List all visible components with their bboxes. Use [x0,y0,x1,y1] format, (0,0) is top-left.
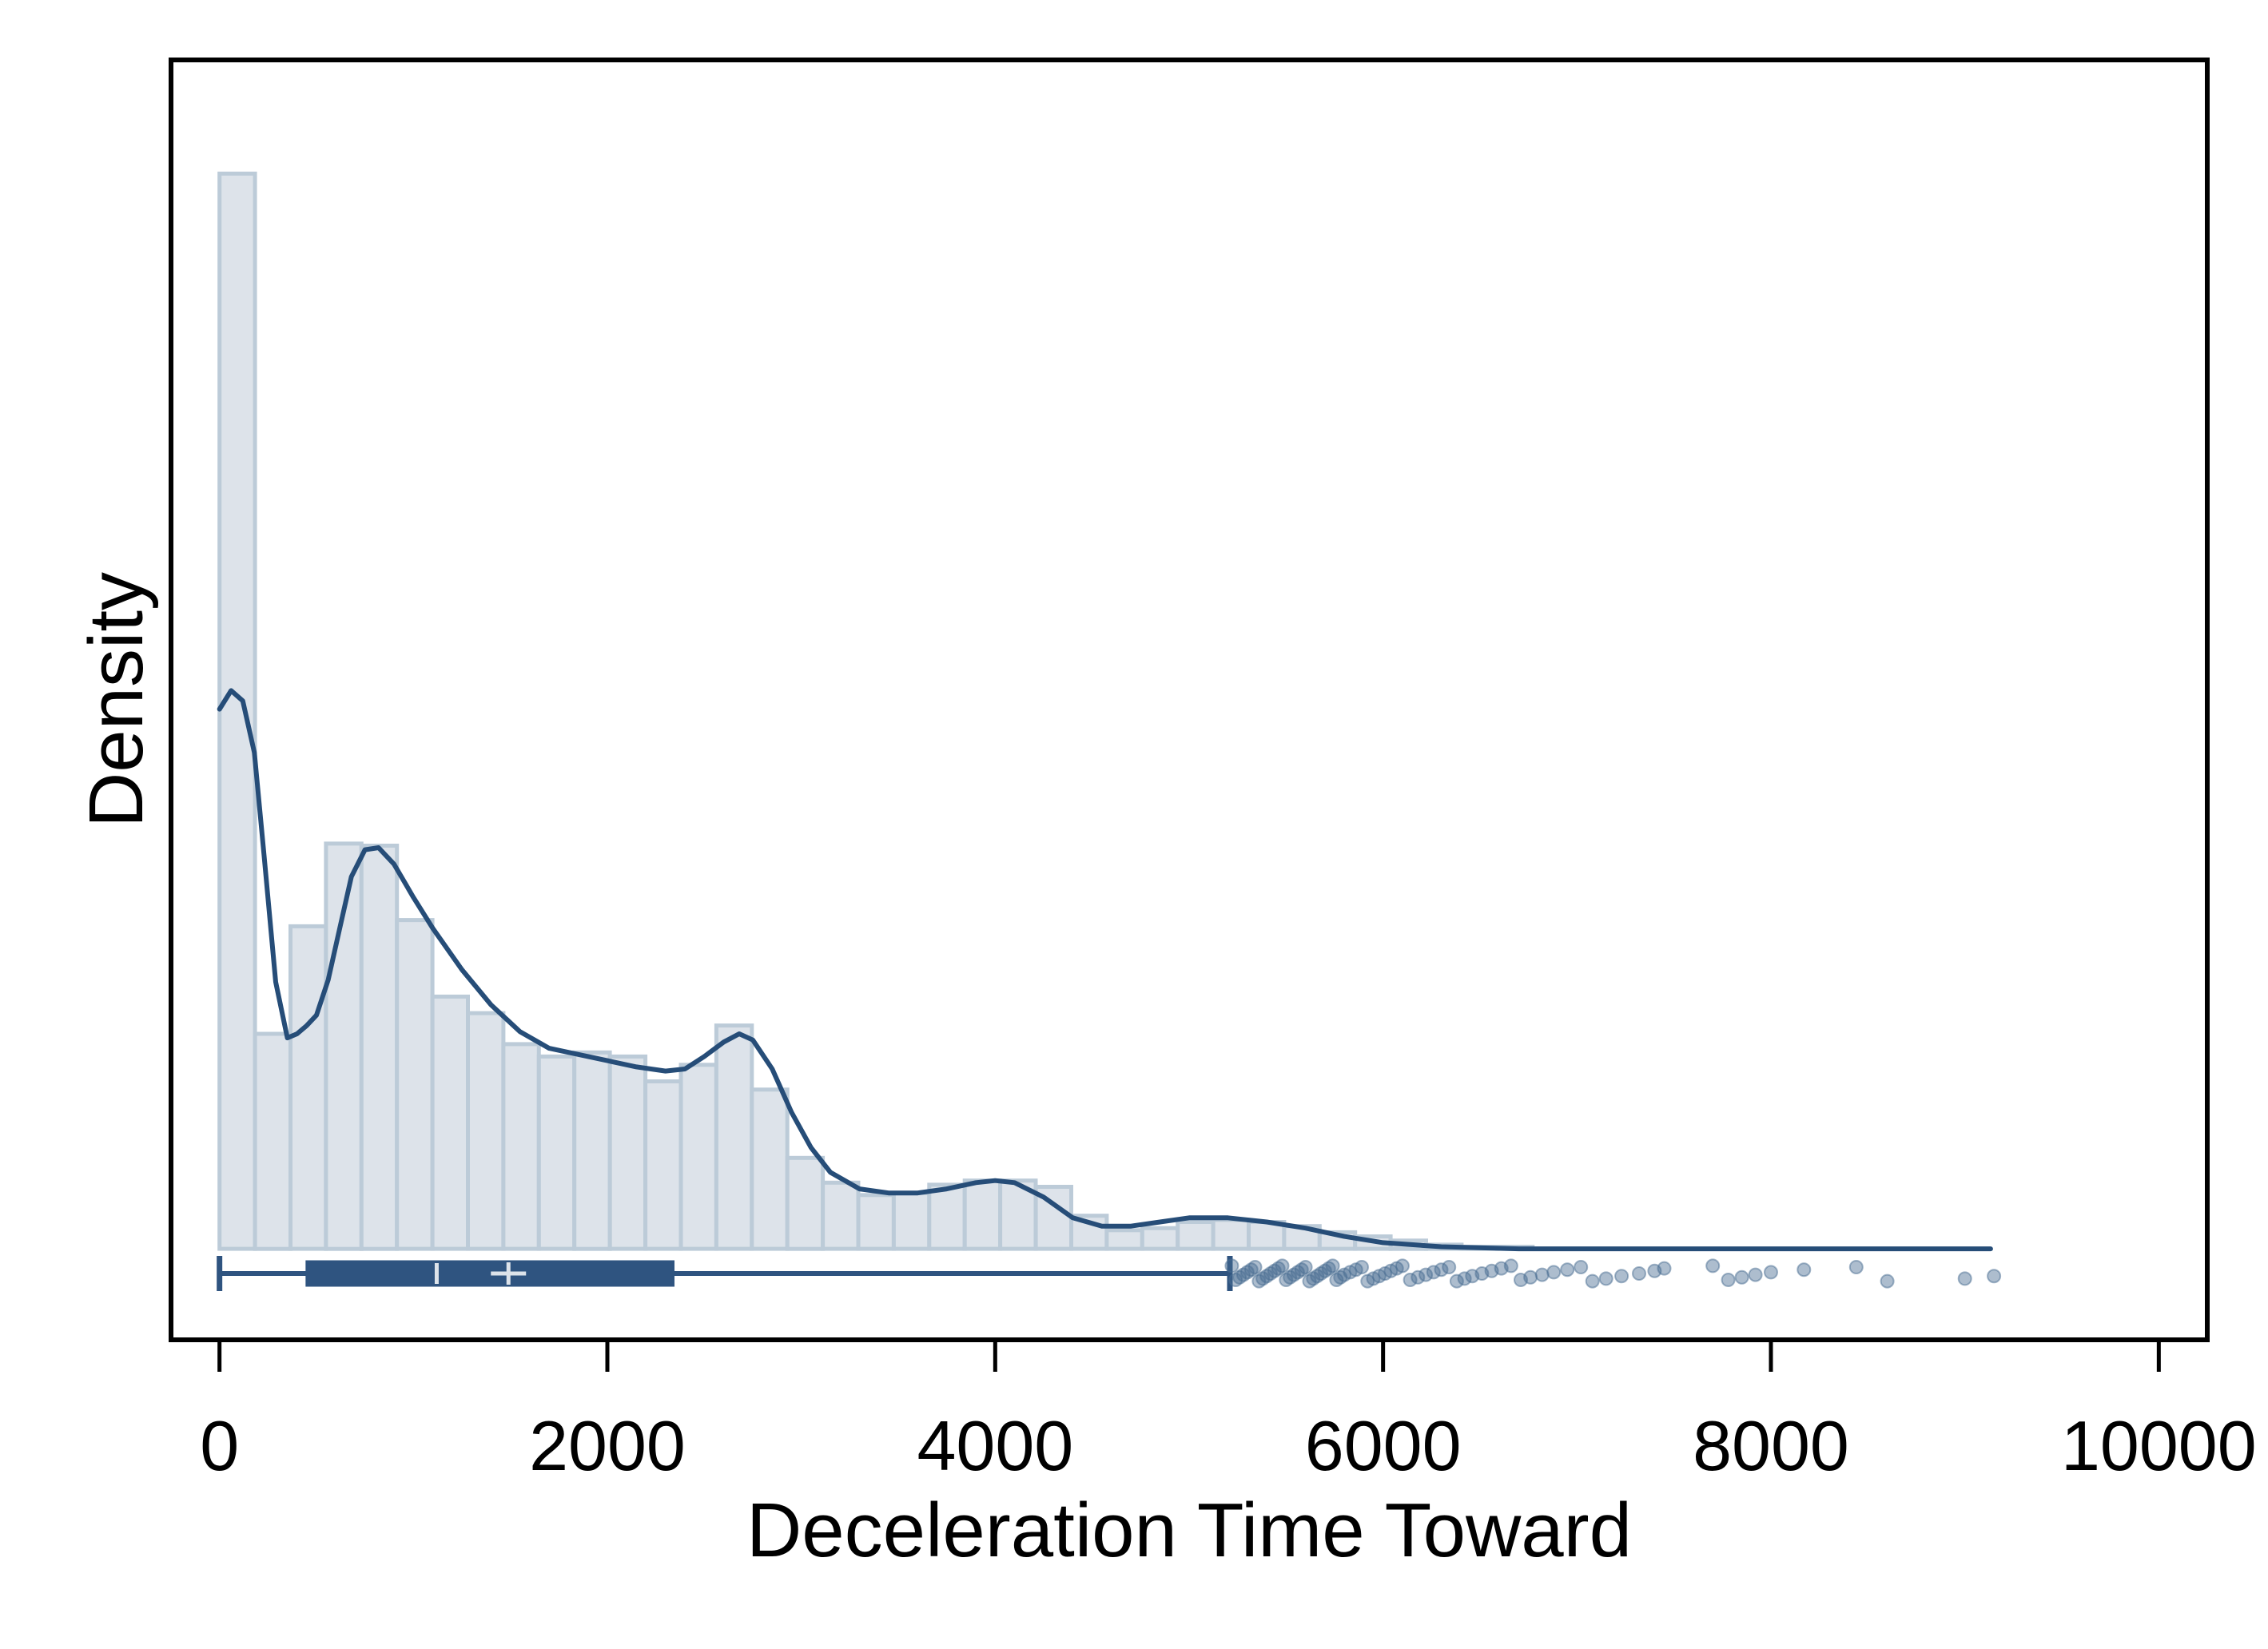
outlier-point-52 [1503,1258,1518,1274]
outlier-point-26 [1325,1258,1340,1274]
outlier-point-59 [1585,1274,1600,1289]
histogram-bar-20 [927,1182,967,1251]
outlier-point-64 [1657,1261,1672,1276]
histogram-bar-14 [714,1023,754,1251]
outlier-point-13 [1275,1258,1290,1274]
histogram-bar-25 [1104,1228,1144,1251]
outlier-point-71 [1848,1260,1864,1274]
outlier-point-6 [1247,1260,1263,1274]
histogram-bar-21 [962,1178,1003,1251]
outlier-point-44 [1434,1262,1449,1277]
histogram-bar-8 [501,1042,541,1251]
outlier-point-46 [1449,1274,1464,1289]
outlier-point-47 [1457,1271,1472,1286]
outlier-point-66 [1721,1273,1736,1287]
outlier-point-61 [1614,1269,1629,1284]
histogram-bar-1 [253,1031,293,1251]
x-axis-ticks: 0 2000 4000 6000 8000 10000 [200,1340,2257,1485]
boxplot [217,1256,2002,1291]
histogram-bar-16 [785,1155,826,1251]
outlier-point-72 [1880,1274,1895,1289]
histogram-bar-19 [891,1190,932,1251]
outlier-point-58 [1574,1260,1589,1274]
outlier-point-57 [1560,1262,1575,1277]
histogram-bar-13 [678,1063,718,1251]
outlier-point-62 [1632,1266,1646,1281]
x-tick-label-2: 4000 [917,1406,1073,1485]
histogram-bar-6 [430,994,470,1251]
outlier-point-45 [1442,1260,1457,1274]
outlier-point-54 [1523,1270,1538,1285]
outlier-point-42 [1418,1267,1434,1282]
histogram-bar-28 [1211,1218,1251,1251]
histogram-bar-15 [750,1087,790,1251]
histogram-bar-11 [607,1054,648,1251]
histogram-bar-18 [856,1193,896,1251]
x-tick-label-4: 8000 [1693,1406,1849,1485]
histogram-bar-5 [395,918,435,1251]
outlier-point-65 [1705,1258,1721,1274]
outlier-point-73 [1957,1271,1972,1286]
x-tick-label-1: 2000 [529,1406,686,1485]
outlier-point-70 [1796,1262,1812,1277]
histogram-bar-10 [572,1050,612,1251]
histogram-bar-9 [536,1054,577,1251]
x-tick-label-3: 6000 [1305,1406,1462,1485]
histogram-bar-4 [359,844,400,1251]
kde-line [217,688,1993,1252]
outlier-point-56 [1546,1265,1562,1280]
histogram-bar-17 [821,1180,861,1251]
outlier-point-32 [1355,1260,1369,1274]
x-tick-label-0: 0 [200,1406,239,1485]
histogram-bar-2 [288,924,328,1251]
histogram-bar-27 [1176,1220,1216,1251]
outlier-point-68 [1748,1267,1763,1282]
histogram-bars [217,171,1535,1251]
outlier-point-0 [1224,1258,1239,1274]
outlier-point-74 [1987,1269,2002,1284]
outlier-point-40 [1403,1273,1418,1287]
histogram-bar-26 [1140,1226,1180,1251]
x-tick-label-5: 10000 [2061,1406,2257,1485]
plot-frame [169,58,2210,1342]
histogram-bar-0 [217,171,257,1251]
outlier-point-19 [1298,1260,1313,1274]
outlier-point-69 [1764,1265,1778,1280]
y-axis-title: Density [74,572,159,828]
histogram-bar-12 [643,1079,683,1251]
x-axis-title: Deceleration Time Toward [746,1488,1632,1573]
outlier-point-67 [1734,1270,1749,1285]
outlier-point-41 [1411,1270,1426,1285]
outlier-point-60 [1598,1271,1613,1286]
outlier-point-43 [1426,1265,1441,1280]
box-iqr [305,1260,675,1287]
histogram-bar-7 [466,1011,506,1251]
kde-curve-group [217,688,1993,1252]
outlier-point-55 [1534,1267,1550,1282]
outlier-point-39 [1395,1258,1410,1274]
